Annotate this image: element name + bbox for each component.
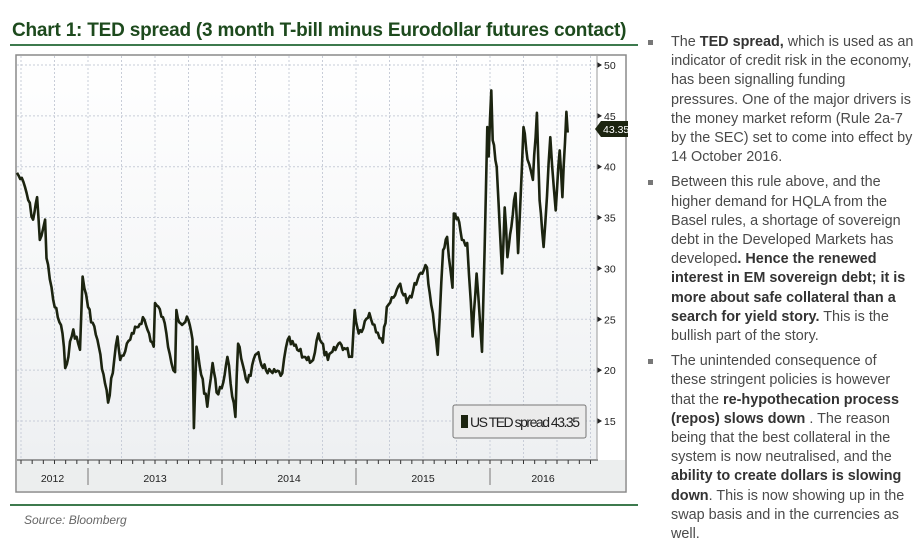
bottom-rule (10, 504, 638, 506)
y-tick-label: 20 (604, 365, 616, 377)
bullet-square-icon (648, 40, 653, 45)
y-tick-label: 50 (604, 60, 616, 72)
year-band (17, 460, 625, 491)
bullet-square-icon (648, 359, 653, 365)
last-value-tag: 43.35 (595, 121, 629, 137)
x-tick-label: 2014 (277, 473, 301, 485)
y-tick-mark (597, 316, 602, 323)
y-tick-mark (597, 112, 602, 119)
y-tick-label: 25 (604, 314, 616, 326)
title-rule (10, 44, 638, 46)
y-tick-label: 35 (604, 213, 616, 225)
x-tick-label: 2013 (143, 473, 167, 485)
y-tick-mark (597, 163, 602, 170)
chart-title: Chart 1: TED spread (3 month T-bill minu… (12, 20, 627, 41)
source-note: Source: Bloomberg (24, 513, 127, 527)
x-tick-label: 2012 (41, 473, 65, 485)
text-segment-bold: . Hence the renewed interest in EM sover… (671, 251, 906, 325)
bullet-1: The TED spread, which is used as an indi… (646, 33, 914, 167)
y-tick-mark (597, 214, 602, 221)
y-tick-mark (597, 62, 602, 68)
series-line-us-ted-spread (15, 89, 569, 430)
legend-label: US TED spread 43.35 (470, 414, 580, 430)
commentary: The TED spread, which is used as an indi… (646, 33, 914, 550)
y-tick-mark (597, 417, 602, 424)
bullet-3: The unintended consequence of these stri… (646, 352, 914, 544)
bullet-2: Between this rule above, and the higher … (646, 173, 914, 346)
x-tick-label: 2016 (531, 473, 555, 485)
text-segment: which is used as an indicator of credit … (671, 34, 914, 166)
bullet-square-icon (648, 180, 653, 186)
text-segment: The (671, 34, 700, 50)
text-segment: This is the bullish part of the story. (671, 308, 889, 345)
last-value-label: 43.35 (603, 124, 629, 136)
y-tick-label: 40 (604, 162, 616, 174)
y-tick-label: 30 (604, 263, 616, 275)
text-segment: . This is now showing up in the swap bas… (671, 487, 905, 543)
y-tick-label: 15 (604, 416, 616, 428)
plot-area (17, 56, 597, 460)
x-tick-label: 2015 (411, 473, 435, 485)
text-segment-bold: ability to create dollars is slowing dow… (671, 468, 902, 504)
text-segment-bold: re-hypothecation process (repos) slows d… (671, 391, 899, 427)
text-segment: Between this rule above, and the higher … (671, 174, 901, 268)
y-tick-label: 45 (604, 111, 616, 123)
text-segment-bold: TED spread, (699, 34, 784, 50)
legend: US TED spread 43.35 (452, 404, 587, 439)
legend-swatch (461, 415, 468, 428)
text-segment: The unintended consequence of these stri… (671, 353, 891, 408)
y-tick-mark (597, 367, 602, 374)
y-tick-mark (597, 265, 602, 272)
text-segment: . The reason being that the best collate… (671, 410, 892, 466)
